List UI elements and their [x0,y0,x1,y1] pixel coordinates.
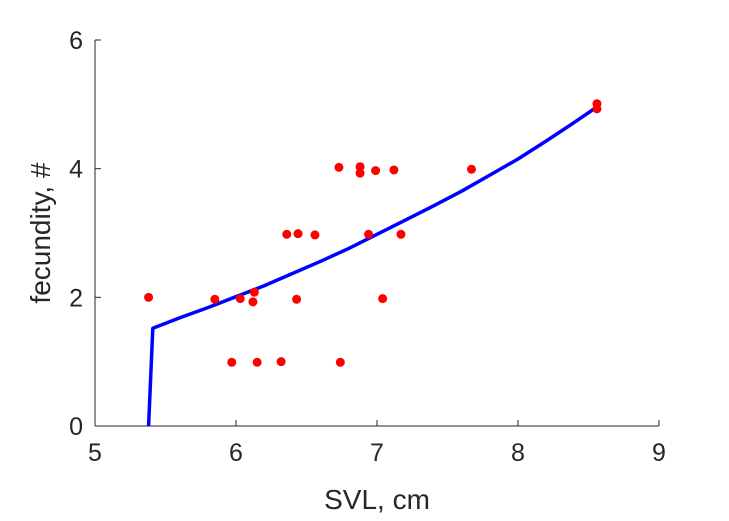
fit-curve-line [146,105,598,427]
data-point [227,357,237,367]
x-tick-label: 8 [511,439,525,467]
y-axis-label: fecundity, # [25,162,56,304]
data-point [466,164,476,174]
y-tick-label: 4 [69,156,83,184]
fit-curve-group [146,105,598,427]
ticks: 5 6 7 8 9 0 2 4 6 [69,27,666,467]
x-tick-label: 7 [370,439,384,467]
data-point [144,292,154,302]
data-point [592,104,602,114]
data-point [378,294,388,304]
y-tick-label: 0 [69,413,83,441]
data-point [334,162,344,172]
x-axis-label: SVL, cm [324,484,430,515]
data-point [252,357,262,367]
y-tick-label: 6 [69,27,83,55]
data-point [355,162,365,172]
data-point [396,229,406,239]
data-point [371,166,381,176]
data-point [248,297,258,307]
x-tick-label: 9 [652,439,666,467]
x-tick-label: 5 [88,439,102,467]
data-point [355,168,365,178]
data-point [282,229,292,239]
data-point [335,357,345,367]
data-point [210,294,220,304]
data-point [310,230,320,240]
data-point [249,287,259,297]
data-point [292,294,302,304]
data-point [389,165,399,175]
x-tick-label: 6 [229,439,243,467]
data-points-group [144,99,602,367]
data-point [276,357,286,367]
data-point [235,294,245,304]
data-point [293,229,303,239]
data-point [364,229,374,239]
y-tick-label: 2 [69,284,83,312]
